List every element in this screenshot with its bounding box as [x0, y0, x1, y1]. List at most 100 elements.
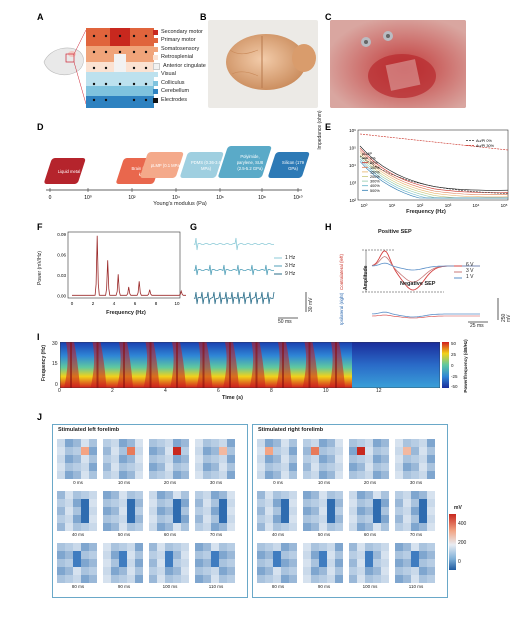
electrode-cell	[211, 551, 219, 559]
h-amplitude: Amplitude	[363, 265, 369, 290]
electrode-cell	[227, 575, 235, 583]
electrode-cell	[289, 439, 297, 447]
electrode-cell	[289, 491, 297, 499]
electrode-cell	[173, 551, 181, 559]
electrode-cell	[411, 439, 419, 447]
electrode-grid: 90 ms	[103, 543, 145, 590]
electrode-cell	[419, 491, 427, 499]
electrode-cell	[157, 491, 165, 499]
electrode-cell	[127, 439, 135, 447]
legend-item: Colliculus	[153, 79, 206, 88]
electrode-cell	[265, 439, 273, 447]
electrode-cell	[57, 515, 65, 523]
electrode-cell	[349, 567, 357, 575]
electrode-cell	[119, 471, 127, 479]
electrode-cell	[303, 575, 311, 583]
electrode-cell	[411, 447, 419, 455]
electrode-cell	[165, 515, 173, 523]
electrode-cell	[281, 523, 289, 531]
y-tick-label: 0.03	[57, 273, 66, 278]
electrode-cell	[73, 543, 81, 551]
electrode-cell	[303, 523, 311, 531]
electrode-cell	[365, 523, 373, 531]
electrode-cell	[303, 463, 311, 471]
electrode-cell	[173, 559, 181, 567]
electrode-cell	[203, 491, 211, 499]
electrode-cell	[357, 471, 365, 479]
impedance-chart: 10⁶ 10⁵ 10⁴ 10³ 10² 10⁰ 10¹ 10² 10³ 10⁴ 10⁵ μLMP0…	[349, 128, 509, 208]
electrode-cell	[265, 575, 273, 583]
legend-label: Au/PI 0%	[476, 139, 492, 143]
electrode-cell	[103, 559, 111, 567]
electrode-cell	[349, 543, 357, 551]
legend-label: 0%	[370, 157, 376, 161]
electrode-cell	[89, 447, 97, 455]
electrode-cell	[81, 515, 89, 523]
y-tick-label: 10⁵	[349, 146, 356, 151]
electrode-cell	[103, 499, 111, 507]
electrode-grid: 50 ms	[303, 491, 345, 538]
electrode-cell	[203, 567, 211, 575]
electrode-cell	[211, 499, 219, 507]
electrode-cell	[357, 543, 365, 551]
legend-item: Retrosplenial	[153, 54, 206, 63]
electrode-cell	[165, 551, 173, 559]
electrode-cell	[395, 515, 403, 523]
x-tick-label: 10⁵	[501, 203, 508, 208]
electrode-cell	[65, 499, 73, 507]
electrode-cell	[281, 447, 289, 455]
e-xlabel: Frequency (Hz)	[406, 209, 446, 215]
electrode-cell	[281, 551, 289, 559]
electrode-cell	[349, 499, 357, 507]
brain-map-figure	[43, 28, 154, 108]
electrode-cell	[411, 471, 419, 479]
electrode-cell	[427, 515, 435, 523]
electrode-cell	[257, 447, 265, 455]
electrode-cell	[103, 439, 111, 447]
electrode-cell	[135, 491, 143, 499]
electrode-cell	[273, 463, 281, 471]
modulus-box-label: GPa)	[288, 166, 298, 171]
x-tick-label: 8	[270, 388, 273, 394]
electrode-cell	[311, 491, 319, 499]
electrode-cell	[195, 471, 203, 479]
electrode-cell	[311, 463, 319, 471]
electrode-cell	[365, 471, 373, 479]
electrode-cell	[181, 523, 189, 531]
electrode-cell	[319, 551, 327, 559]
electrode-grid: 50 ms	[103, 491, 145, 538]
electrode-cell	[149, 471, 157, 479]
electrode-cell	[419, 515, 427, 523]
electrode-cell	[289, 551, 297, 559]
x-tick-label: 6	[217, 388, 220, 394]
electrode-cell	[203, 447, 211, 455]
electrode-cell	[111, 507, 119, 515]
electrode-cell	[311, 471, 319, 479]
legend-item: Somatosensory	[153, 45, 206, 54]
tick-label: 10²	[128, 195, 136, 201]
electrode-cell	[181, 447, 189, 455]
electrode-cell	[135, 463, 143, 471]
electrode-cell	[373, 551, 381, 559]
legend-item: Primary motor	[153, 37, 206, 46]
electrode-cell	[281, 463, 289, 471]
electrode-cell	[127, 543, 135, 551]
j-cbar-tick: 400	[458, 521, 467, 527]
power-spectrum-chart: 0.09 0.06 0.03 0.00 0 2 4 6 8 10	[57, 231, 186, 306]
electrode-cell	[265, 471, 273, 479]
electrode-cell	[381, 543, 389, 551]
electrode-cell	[319, 567, 327, 575]
electrode-cell	[411, 559, 419, 567]
left-title: Stimulated left forelimb	[58, 427, 120, 433]
electrode-cell	[335, 515, 343, 523]
x-tick-label: 8	[155, 301, 158, 306]
j-cbar-tick: 0	[458, 559, 461, 565]
electrode-grid: 100 ms	[349, 543, 391, 590]
electrode-cell	[203, 523, 211, 531]
electrode-cell	[257, 499, 265, 507]
electrode-cell	[195, 523, 203, 531]
electrode-cell	[289, 567, 297, 575]
electrode-cell	[381, 559, 389, 567]
electrode-grid: 10 ms	[303, 439, 345, 486]
